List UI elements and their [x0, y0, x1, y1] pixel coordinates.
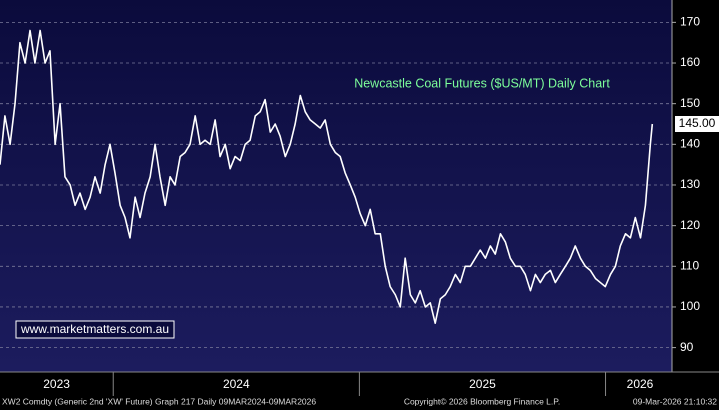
plot-area	[0, 0, 672, 372]
footer-center: Copyright© 2026 Bloomberg Finance L.P.	[404, 396, 560, 406]
y-tick-label: 130	[680, 177, 700, 191]
footer-left: XW2 Comdty (Generic 2nd 'XW' Future) Gra…	[2, 396, 316, 406]
y-tick-label: 90	[680, 340, 694, 354]
y-tick-label: 110	[680, 258, 699, 272]
y-tick-label: 120	[680, 218, 700, 232]
y-tick-label: 140	[680, 136, 700, 150]
x-tick-label: 2024	[223, 377, 250, 391]
x-tick-label: 2023	[43, 377, 70, 391]
footer-right: 09-Mar-2026 21:10:32	[633, 396, 717, 406]
price-line	[0, 29, 654, 325]
watermark-box	[15, 320, 175, 339]
y-tick-label: 160	[680, 55, 700, 69]
watermark: www.marketmatters.com.au	[20, 322, 169, 336]
x-tick-label: 2026	[627, 377, 654, 391]
x-tick-label: 2025	[469, 377, 496, 391]
last-price-label: 145.00	[679, 116, 716, 130]
y-tick-label: 170	[680, 15, 700, 29]
y-tick-label: 100	[680, 299, 700, 313]
chart-title: Newcastle Coal Futures ($US/MT) Daily Ch…	[354, 76, 610, 90]
last-price-box	[675, 116, 719, 132]
y-tick-label: 150	[680, 96, 700, 110]
